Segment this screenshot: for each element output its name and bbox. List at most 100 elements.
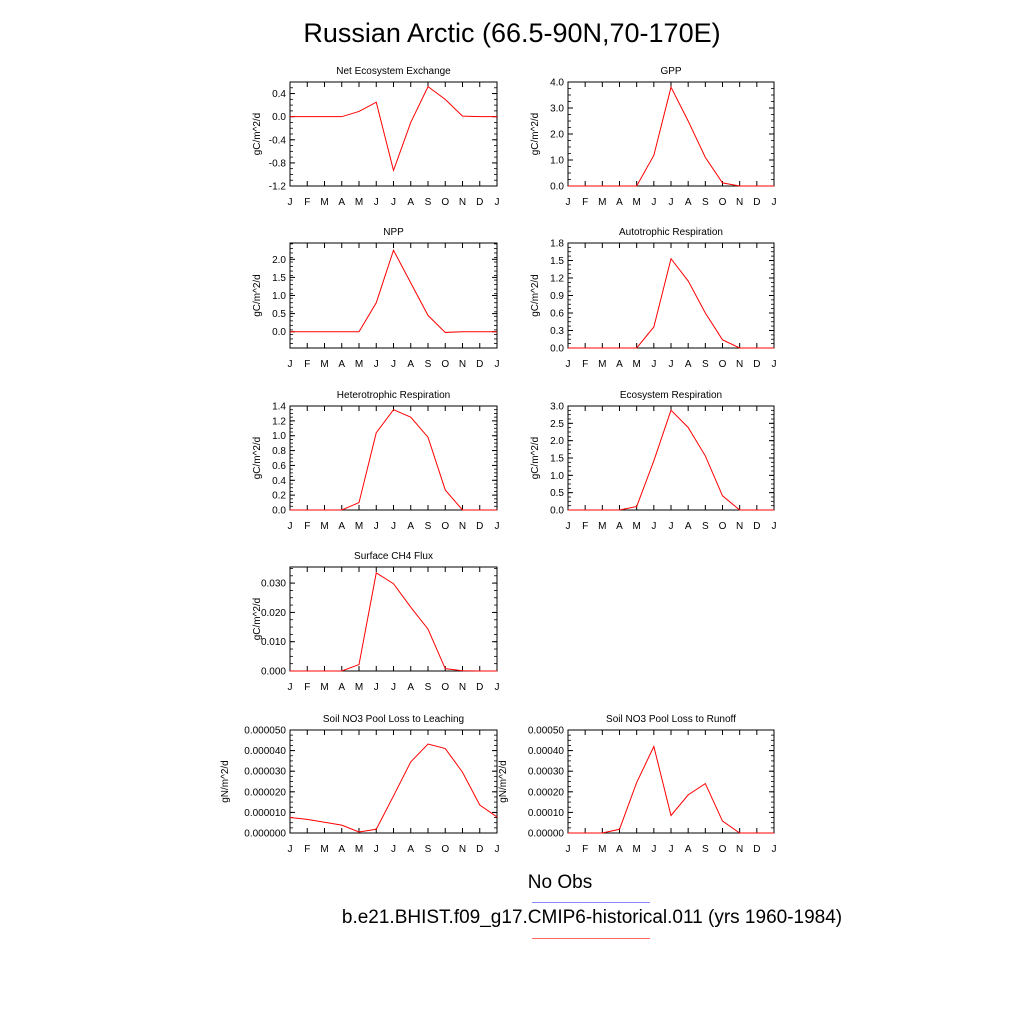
x-tick-label: S	[702, 197, 709, 208]
series-line	[290, 572, 497, 672]
x-tick-label: J	[669, 359, 674, 370]
x-tick-label: A	[685, 197, 692, 208]
x-tick-label: N	[459, 197, 466, 208]
x-tick-label: O	[441, 682, 449, 693]
x-tick-label: J	[374, 359, 379, 370]
plot-frame	[289, 729, 498, 834]
y-tick-label: 0.0	[550, 182, 564, 193]
y-tick-label: -1.2	[269, 182, 287, 193]
y-tick-label: 2.0	[550, 436, 564, 447]
y-tick-label: 0.2	[272, 491, 286, 502]
x-tick-label: J	[495, 682, 500, 693]
x-tick-label: J	[288, 359, 293, 370]
panel-5: J F M A M J J A S O N D J0.00.51.01.52.02.53.0Ecosys…	[530, 390, 777, 532]
x-tick-label: D	[753, 359, 760, 370]
y-tick-label: 0.010	[261, 637, 286, 648]
y-tick-label: 0.000020	[244, 787, 286, 798]
x-tick-label: J	[651, 844, 656, 855]
x-tick-label: M	[632, 521, 640, 532]
x-tick-label: J	[288, 521, 293, 532]
x-tick-label: N	[459, 359, 466, 370]
x-tick-label: S	[425, 682, 432, 693]
x-tick-label: M	[632, 197, 640, 208]
x-tick-label: D	[753, 197, 760, 208]
x-tick-label: J	[651, 197, 656, 208]
legend-label-obs: No Obs	[527, 872, 593, 893]
y-tick-label: 0.4	[272, 476, 286, 487]
x-tick-label: M	[632, 359, 640, 370]
x-tick-label: S	[702, 844, 709, 855]
x-tick-label: D	[476, 844, 483, 855]
x-tick-label: M	[320, 359, 328, 370]
y-tick-label: 0.5	[550, 488, 564, 499]
series-line	[289, 743, 498, 833]
x-tick-label: J	[495, 844, 500, 855]
x-tick-label: F	[304, 682, 310, 693]
x-tick-label: M	[355, 682, 363, 693]
plot-frame	[289, 242, 498, 349]
x-tick-label: A	[407, 682, 414, 693]
x-tick-label: F	[304, 844, 310, 855]
panel-title: Net Ecosystem Exchange	[336, 66, 451, 77]
y-tick-label: 0.8	[272, 446, 286, 457]
x-tick-label: O	[719, 359, 727, 370]
x-tick-label: J	[374, 521, 379, 532]
y-tick-label: 3.0	[550, 402, 564, 413]
plot-frame	[567, 405, 775, 511]
x-tick-label: J	[391, 521, 396, 532]
x-tick-label: J	[288, 682, 293, 693]
x-tick-label: J	[566, 521, 571, 532]
legend-swatch-model	[532, 938, 650, 939]
x-tick-label: J	[288, 844, 293, 855]
x-tick-label: M	[320, 521, 328, 532]
x-tick-label: D	[753, 521, 760, 532]
y-tick-label: 1.5	[550, 256, 564, 267]
panel-title: GPP	[660, 66, 681, 77]
y-tick-label: 2.5	[550, 419, 564, 430]
y-tick-label: 0.000010	[244, 808, 286, 819]
y-tick-label: 1.2	[272, 416, 286, 427]
plot-frame	[289, 405, 498, 511]
x-tick-label: F	[304, 197, 310, 208]
x-tick-label: O	[441, 844, 449, 855]
x-tick-label: A	[407, 359, 414, 370]
series-line	[290, 409, 497, 511]
plot-frame	[567, 729, 775, 834]
x-tick-label: N	[459, 521, 466, 532]
x-tick-label: A	[338, 844, 345, 855]
x-tick-label: J	[772, 359, 777, 370]
y-tick-label: 0.3	[550, 326, 564, 337]
y-tick-label: 0.00050	[528, 726, 565, 737]
x-tick-label: J	[288, 197, 293, 208]
y-axis-label: gC/m^2/d	[530, 437, 541, 480]
x-tick-label: D	[476, 359, 483, 370]
y-tick-label: 0.000	[261, 667, 286, 678]
series-line	[568, 745, 774, 834]
x-tick-label: D	[476, 682, 483, 693]
series-line	[290, 248, 497, 333]
x-tick-label: A	[616, 844, 623, 855]
x-tick-label: A	[338, 359, 345, 370]
x-tick-label: F	[582, 844, 588, 855]
panel-4: J F M A M J J A S O N D J0.00.20.40.60.81.01.21.4Het…	[252, 390, 500, 532]
y-tick-label: 0.0	[272, 506, 286, 517]
x-tick-label: M	[598, 359, 606, 370]
panel-7: J F M A M J J A S O N D J0.0000000.0000100.0000200.0…	[220, 714, 500, 855]
y-tick-label: 1.8	[550, 239, 564, 250]
x-tick-label: A	[338, 521, 345, 532]
x-tick-label: O	[719, 521, 727, 532]
x-tick-label: O	[441, 197, 449, 208]
x-tick-label: J	[669, 521, 674, 532]
y-tick-label: 0.6	[550, 309, 564, 320]
panel-title: Ecosystem Respiration	[620, 390, 722, 401]
x-tick-label: O	[441, 359, 449, 370]
x-tick-label: J	[772, 844, 777, 855]
y-tick-label: 0.000040	[244, 746, 286, 757]
x-tick-label: J	[495, 359, 500, 370]
y-axis-label: gC/m^2/d	[252, 113, 263, 156]
x-tick-label: D	[476, 197, 483, 208]
y-tick-label: 1.5	[550, 454, 564, 465]
y-tick-label: 0.6	[272, 461, 286, 472]
x-tick-label: J	[495, 197, 500, 208]
